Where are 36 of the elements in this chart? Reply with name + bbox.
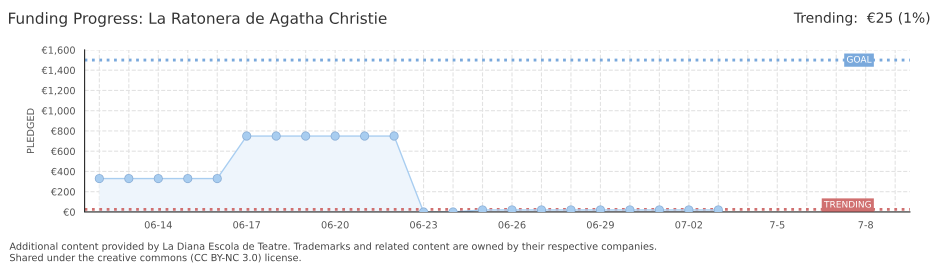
ref-line-label: GOAL xyxy=(846,56,872,63)
point xyxy=(390,131,399,141)
point xyxy=(154,174,163,184)
text: Shared under the creative commons (CC BY-NC 3.0) license. xyxy=(10,254,301,262)
y-tick-label: €400 xyxy=(50,168,75,176)
point xyxy=(301,131,310,141)
x-tick-label: 06-20 xyxy=(322,221,349,229)
point xyxy=(124,174,134,184)
point xyxy=(183,174,192,184)
x-tick-label: 07-02 xyxy=(675,221,702,229)
x-tick-label: 7-8 xyxy=(858,221,873,229)
chart-title: Funding Progress: La Ratonera de Agatha Christie xyxy=(9,12,386,27)
y-tick-label: €600 xyxy=(50,148,75,156)
y-tick-label: €0 xyxy=(63,208,75,216)
x-tick-label: 06-26 xyxy=(498,221,526,229)
chart-subtitle: Trending: €25 (1%) xyxy=(794,12,930,26)
y-tick-label: €800 xyxy=(50,127,75,135)
x-tick-label: 06-23 xyxy=(410,221,437,229)
point xyxy=(242,131,252,141)
y-tick-label: €1,200 xyxy=(42,86,75,96)
x-tick-label: 06-17 xyxy=(233,221,260,229)
x-tick-label: 06-14 xyxy=(144,221,172,229)
x-tick-label: 06-29 xyxy=(586,221,614,229)
point xyxy=(330,131,340,141)
y-tick-label: €1,600 xyxy=(42,46,75,55)
y-tick-label: €1,000 xyxy=(42,107,75,116)
y-axis-title: PLEDGED xyxy=(26,108,34,154)
point xyxy=(360,131,370,141)
x-tick-label: 7-5 xyxy=(770,221,784,229)
point xyxy=(212,174,222,184)
y-tick-label: €200 xyxy=(50,188,75,196)
text: Additional content provided by La Diana Escola de Teatre. Trademarks and related content are owned by their respective companies. xyxy=(9,242,656,252)
y-tick-label: €1,400 xyxy=(42,66,75,76)
ref-line-label: TRENDING xyxy=(824,200,871,208)
point xyxy=(272,131,281,141)
point xyxy=(94,174,104,184)
